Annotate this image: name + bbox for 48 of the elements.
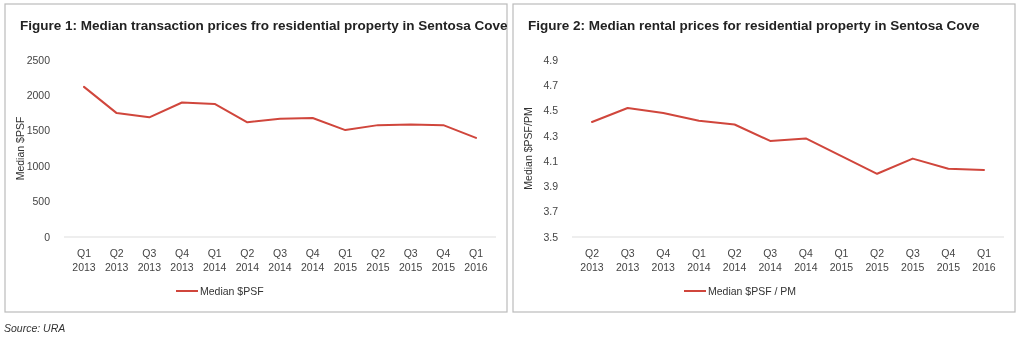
y-axis-title: Median $PSF [14,116,26,181]
x-tick-label: Q3 2015 [901,247,925,273]
x-tick-label: Q3 2015 [398,247,423,273]
x-tick-label: Q2 2014 [722,247,747,273]
x-tick-label: Q4 2013 [651,247,676,273]
line-series [83,85,477,139]
x-tick-label: Q2 2013 [580,247,604,273]
y-tick-label: 500 [32,195,51,208]
chart-title: Figure 1: Median transaction prices fro residential property in Sentosa Cove [20,18,509,33]
y-tick-label: 3.5 [543,230,559,243]
legend-label: Median $PSF [200,284,264,297]
x-tick-label: Q1 2014 [202,247,227,273]
y-axis-title: Median $PSF/PM [522,107,534,190]
x-tick-label: Q3 2013 [615,247,640,273]
x-tick-label: Q4 2013 [170,247,194,273]
x-tick-label: Q1 2014 [687,247,711,273]
x-tick-label: Q2 2015 [865,247,889,273]
x-tick-label: Q4 2015 [936,247,961,273]
x-tick-label: Q3 2014 [268,247,292,273]
x-tick-label: Q1 2016 [464,247,488,273]
x-tick-label: Q1 2015 [829,247,854,273]
y-tick-label: 0 [44,230,51,243]
x-tick-label: Q3 2014 [758,247,783,273]
x-tick-label: Q2 2014 [235,247,260,273]
x-tick-label: Q1 2015 [333,247,358,273]
y-tick-label: 4.5 [543,104,559,117]
y-tick-label: 4.1 [543,154,559,167]
y-tick-label: 1000 [26,159,51,172]
x-tick-label: Q2 2013 [104,247,129,273]
y-tick-label: 4.9 [543,53,559,66]
x-tick-label: Q1 2013 [72,247,96,273]
chart-title: Figure 2: Median rental prices for residential property in Sentosa Cove [528,18,981,33]
y-tick-label: 2500 [26,53,51,66]
x-tick-label: Q2 2015 [366,247,390,273]
x-tick-label: Q4 2015 [431,247,456,273]
y-tick-label: 4.7 [543,78,559,91]
x-tick-label: Q1 2016 [972,247,996,273]
y-tick-label: 4.3 [543,129,559,142]
y-tick-label: 1500 [26,124,51,137]
line-series [591,107,985,175]
y-tick-label: 3.7 [543,205,559,218]
legend-label: Median $PSF / PM [708,284,797,297]
x-tick-label: Q3 2013 [137,247,162,273]
x-tick-label: Q4 2014 [300,247,325,273]
source-note: Source: URA [4,322,66,334]
y-tick-label: 2000 [26,89,51,102]
x-tick-label: Q4 2014 [794,247,818,273]
y-tick-label: 3.9 [543,180,559,193]
